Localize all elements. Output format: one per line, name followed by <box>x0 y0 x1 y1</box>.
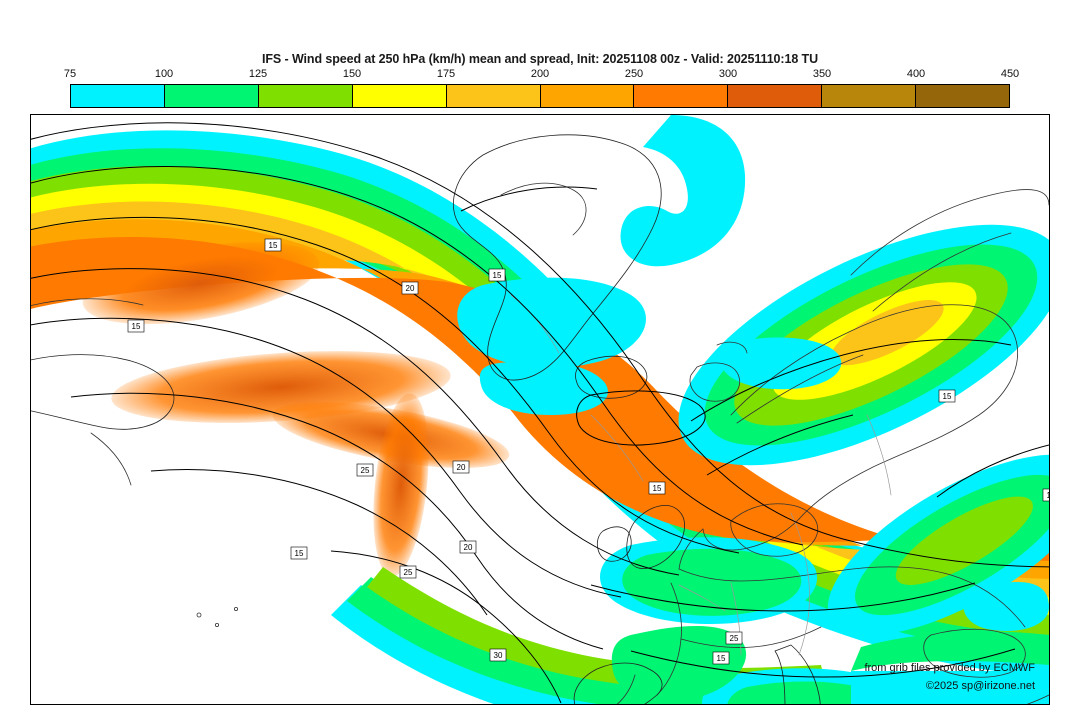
colorbar-segment-2 <box>258 85 353 107</box>
svg-text:15: 15 <box>269 241 278 250</box>
svg-text:25: 25 <box>404 568 413 577</box>
contour-label: 15 <box>938 389 956 403</box>
contour-label: 25 <box>399 565 417 579</box>
colorbar-segment-6 <box>634 85 729 107</box>
contour-label: 20 <box>401 281 419 295</box>
contour-label: 15 <box>712 651 730 665</box>
colorbar-tick-150: 150 <box>342 68 362 80</box>
colorbar-swatches <box>70 84 1010 108</box>
colorbar-segment-1 <box>164 85 259 107</box>
contour-label: 15 <box>488 268 506 282</box>
svg-text:15: 15 <box>717 654 726 663</box>
map-canvas[interactable]: 1515201525201520251530251515151515 from … <box>30 114 1050 705</box>
copyright-credit: ©2025 sp@irizone.net <box>925 680 1035 692</box>
colorbar-tick-125: 125 <box>248 68 268 80</box>
contour-label: 15 <box>648 481 666 495</box>
contour-label-group: 1515201525201520251530251515151515 <box>127 238 1049 665</box>
figure-title: IFS - Wind speed at 250 hPa (km/h) mean … <box>262 52 818 66</box>
jet-core-central <box>111 351 451 423</box>
contour-label: 15 <box>127 319 145 333</box>
jet-core-west <box>82 241 320 325</box>
svg-text:25: 25 <box>730 634 739 643</box>
contour-label: 15 <box>290 546 308 560</box>
colorbar-tick-350: 350 <box>812 68 832 80</box>
windspeed-shading <box>31 115 1049 704</box>
svg-text:15: 15 <box>943 392 952 401</box>
colorbar-tick-400: 400 <box>906 68 926 80</box>
colorbar-tick-200: 200 <box>530 68 550 80</box>
colorbar-tick-175: 175 <box>436 68 456 80</box>
colorbar-segment-3 <box>352 85 447 107</box>
data-source-credit: from grib files provided by ECMWF <box>864 662 1035 674</box>
colorbar-tick-75: 75 <box>63 68 77 80</box>
contour-label: 20 <box>459 540 477 554</box>
colorbar-tick-450: 450 <box>1000 68 1020 80</box>
svg-text:15: 15 <box>132 322 141 331</box>
svg-text:15: 15 <box>1047 491 1049 500</box>
contour-label: 25 <box>356 463 374 477</box>
colorbar: 75 100 125 150 175 200 250 300 350 400 450 <box>64 68 1019 108</box>
contour-label: 20 <box>452 460 470 474</box>
colorbar-segment-0 <box>71 85 165 107</box>
colorbar-segment-8 <box>822 85 917 107</box>
svg-text:15: 15 <box>295 549 304 558</box>
colorbar-tick-250: 250 <box>624 68 644 80</box>
svg-text:15: 15 <box>653 484 662 493</box>
jet-core-trough <box>373 393 429 577</box>
colorbar-segment-4 <box>446 85 541 107</box>
svg-text:30: 30 <box>494 651 503 660</box>
colorbar-segment-5 <box>540 85 635 107</box>
contour-label: 15 <box>264 238 282 252</box>
contour-label: 25 <box>725 631 743 645</box>
contour-label: 30 <box>489 648 507 662</box>
svg-text:20: 20 <box>406 284 415 293</box>
arctic-cyan-tongue <box>620 115 746 267</box>
colorbar-tick-300: 300 <box>718 68 738 80</box>
svg-text:20: 20 <box>464 543 473 552</box>
colorbar-segment-7 <box>728 85 823 107</box>
svg-text:25: 25 <box>361 466 370 475</box>
svg-text:20: 20 <box>457 463 466 472</box>
svg-text:15: 15 <box>493 271 502 280</box>
colorbar-segment-9 <box>916 85 1010 107</box>
colorbar-tick-labels: 75 100 125 150 175 200 250 300 350 400 450 <box>64 68 1019 82</box>
map-svg: 1515201525201520251530251515151515 <box>31 115 1049 704</box>
colorbar-tick-100: 100 <box>154 68 174 80</box>
coastlines <box>31 134 1049 704</box>
contour-label: 15 <box>1042 488 1049 502</box>
eastern-europe-band <box>827 454 1049 636</box>
spread-contours <box>31 122 1049 704</box>
